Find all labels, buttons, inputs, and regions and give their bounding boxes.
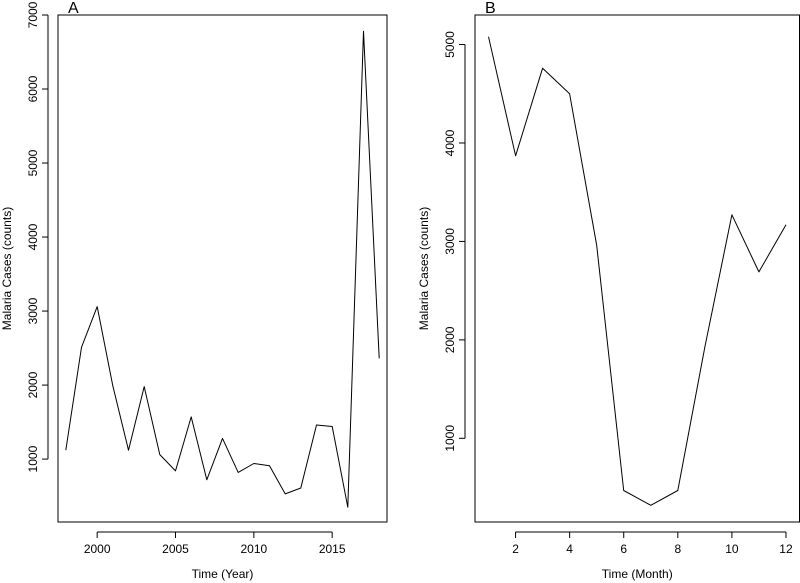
x-tick-label: 2000 bbox=[84, 542, 111, 556]
x-tick-label: 4 bbox=[566, 542, 573, 556]
series-line bbox=[65, 30, 380, 508]
x-axis-title: Time (Year) bbox=[192, 567, 254, 581]
y-tick-label: 4000 bbox=[26, 223, 40, 250]
y-axis-title: Malaria Cases (counts) bbox=[0, 207, 14, 330]
y-tick-label: 6000 bbox=[26, 75, 40, 102]
x-tick-label: 2 bbox=[512, 542, 519, 556]
plot-frame bbox=[474, 14, 800, 523]
y-tick-label: 4000 bbox=[443, 129, 457, 156]
x-tick-label: 2015 bbox=[319, 542, 346, 556]
y-axis-title: Malaria Cases (counts) bbox=[417, 207, 431, 330]
x-tick-label: 8 bbox=[674, 542, 681, 556]
y-tick-label: 7000 bbox=[26, 1, 40, 28]
panel-label: B bbox=[485, 0, 496, 17]
series-line bbox=[488, 36, 787, 506]
y-tick-label: 2000 bbox=[26, 371, 40, 398]
y-tick-label: 5000 bbox=[26, 149, 40, 176]
x-tick-label: 6 bbox=[620, 542, 627, 556]
x-tick-label: 2010 bbox=[240, 542, 267, 556]
y-tick-label: 3000 bbox=[26, 297, 40, 324]
panel-a: A 2000 2005 2010 2015 1000 2000 3000 4000 5000 600… bbox=[0, 0, 388, 581]
y-tick-label: 3000 bbox=[443, 228, 457, 255]
y-tick-label: 2000 bbox=[443, 326, 457, 353]
x-tick-label: 2005 bbox=[162, 542, 189, 556]
panel-label: A bbox=[68, 0, 79, 17]
y-tick-label: 1000 bbox=[443, 425, 457, 452]
x-tick-label: 12 bbox=[779, 542, 793, 556]
panel-b: B 2 4 6 8 10 12 1000 2000 3000 4000 5000 Time (Month… bbox=[417, 0, 800, 581]
x-tick-label: 10 bbox=[725, 542, 739, 556]
plot-frame bbox=[57, 14, 388, 523]
y-tick-label: 1000 bbox=[26, 445, 40, 472]
x-axis-title: Time (Month) bbox=[602, 567, 673, 581]
y-tick-label: 5000 bbox=[443, 31, 457, 58]
